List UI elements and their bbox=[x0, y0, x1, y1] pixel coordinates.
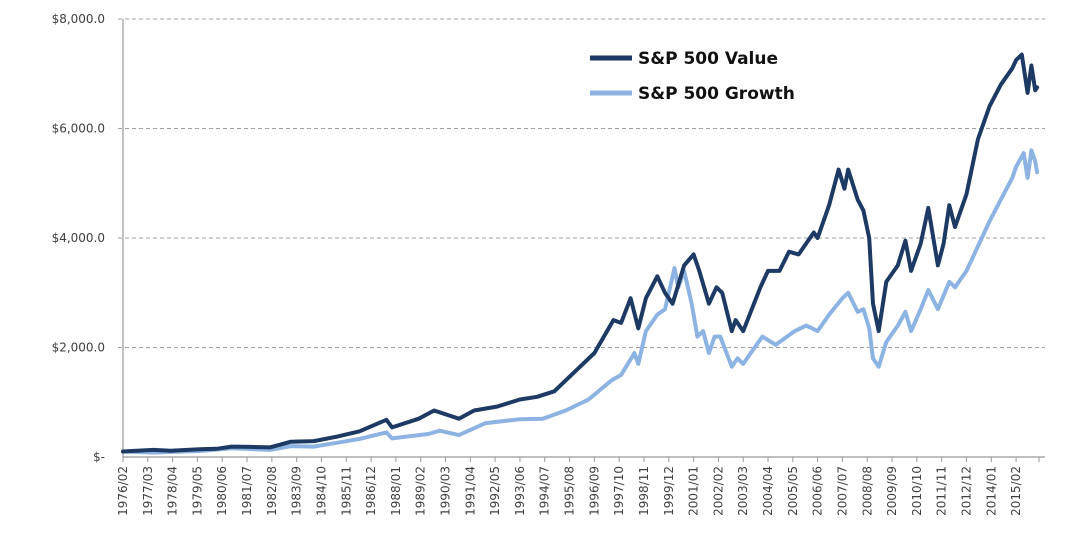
x-tick-label: 2008/08 bbox=[860, 466, 874, 516]
x-tick-label: 1982/08 bbox=[265, 466, 279, 516]
x-tick-label: 2015/02 bbox=[1009, 466, 1023, 516]
series-line-growth bbox=[121, 148, 1040, 455]
x-tick-label: 1989/02 bbox=[414, 466, 428, 516]
x-tick-label: 1997/10 bbox=[612, 466, 626, 516]
x-tick-label: 1990/03 bbox=[439, 466, 453, 516]
x-tick-label: 1995/08 bbox=[563, 466, 577, 516]
legend-entry-value: S&P 500 Value bbox=[590, 49, 778, 69]
x-tick-label: 1998/11 bbox=[637, 466, 651, 516]
x-tick-label: 2014/01 bbox=[984, 466, 998, 516]
x-tick-label: 1988/01 bbox=[389, 466, 403, 516]
x-tick-label: 1977/03 bbox=[141, 466, 155, 516]
x-tick-label: 1996/09 bbox=[587, 466, 601, 516]
x-tick-label: 1976/02 bbox=[116, 466, 130, 516]
x-tick-label: 1999/12 bbox=[662, 466, 676, 516]
x-axis: 1976/02 1977/03 1978/04 1979/05 1980/06 1981/… bbox=[116, 456, 1045, 516]
x-tick-label: 1994/07 bbox=[538, 466, 552, 516]
x-tick-label: 1980/06 bbox=[215, 466, 229, 516]
legend-entry-growth: S&P 500 Growth bbox=[590, 84, 795, 104]
x-tick-label: 2001/01 bbox=[687, 466, 701, 516]
x-tick-label: 2006/06 bbox=[811, 466, 825, 516]
x-tick-label: 1992/05 bbox=[488, 466, 502, 516]
x-tick-label: 1983/09 bbox=[290, 466, 304, 516]
legend-label-value: S&P 500 Value bbox=[638, 49, 778, 69]
series-lines bbox=[121, 52, 1040, 455]
legend-label-growth: S&P 500 Growth bbox=[638, 84, 795, 104]
x-tick-label: 2007/07 bbox=[835, 466, 849, 516]
x-tick-label: 1978/04 bbox=[166, 466, 180, 516]
x-tick-label: 2004/04 bbox=[761, 466, 775, 516]
x-tick-label: 2010/10 bbox=[910, 466, 924, 516]
gridlines bbox=[118, 18, 1045, 348]
x-tick-label: 2003/03 bbox=[736, 466, 750, 516]
x-tick-label: 2011/11 bbox=[935, 466, 949, 516]
y-tick-label: $8,000.0 bbox=[52, 12, 105, 26]
y-tick-label: $6,000.0 bbox=[52, 122, 105, 136]
y-tick-label: $4,000.0 bbox=[52, 231, 105, 245]
legend: S&P 500 Value S&P 500 Growth bbox=[590, 49, 795, 104]
y-tick-label: $- bbox=[93, 450, 105, 464]
x-tick-label: 1986/12 bbox=[364, 466, 378, 516]
x-tick-label: 1985/11 bbox=[339, 466, 353, 516]
x-tick-label: 1979/05 bbox=[190, 466, 204, 516]
x-tick-label: 2002/02 bbox=[711, 466, 725, 516]
x-tick-label: 2012/12 bbox=[959, 466, 973, 516]
y-tick-label: $2,000.0 bbox=[52, 341, 105, 355]
x-tick-label: 1993/06 bbox=[513, 466, 527, 516]
x-tick-label: 1991/04 bbox=[463, 466, 477, 516]
series-line-value bbox=[121, 52, 1040, 454]
x-tick-label: 1981/07 bbox=[240, 466, 254, 516]
x-tick-label: 2005/05 bbox=[786, 466, 800, 516]
x-tick-label: 1984/10 bbox=[314, 466, 328, 516]
x-tick-label: 2009/09 bbox=[885, 466, 899, 516]
y-axis: $- $2,000.0 $4,000.0 $6,000.0 $8,000.0 bbox=[52, 12, 124, 464]
